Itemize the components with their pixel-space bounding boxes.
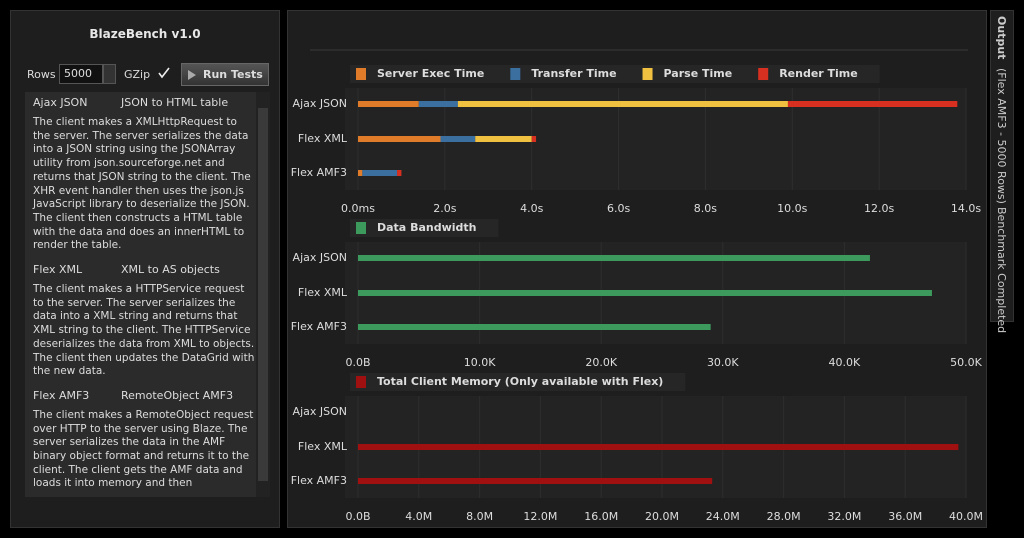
category-label: Ajax JSON <box>293 97 347 110</box>
x-tick-label: 12.0s <box>864 202 894 215</box>
legend-background <box>350 219 499 237</box>
bar <box>362 170 398 176</box>
legend-swatch <box>356 222 366 234</box>
status-title: (Flex AMF3 - 5000 Rows) <box>995 68 1008 204</box>
output-tab[interactable]: Output <box>995 16 1008 60</box>
status: Benchmark Completed <box>995 207 1008 334</box>
category-label: Flex AMF3 <box>291 166 347 179</box>
legend-swatch <box>510 68 521 80</box>
category-label: Flex XML <box>298 286 348 299</box>
bar <box>358 444 959 450</box>
test-header: Flex XML XML to AS objects <box>33 263 257 283</box>
test-name: Ajax JSON <box>33 96 88 109</box>
bar <box>358 324 711 330</box>
category-label: Flex AMF3 <box>291 320 347 333</box>
legend-label: Total Client Memory (Only available with… <box>377 375 663 388</box>
x-tick-label: 8.0s <box>694 202 717 215</box>
test-subtitle: JSON to HTML table <box>121 96 229 109</box>
x-tick-label: 2.0s <box>433 202 456 215</box>
rows-spinner[interactable] <box>103 64 116 84</box>
bar <box>358 170 363 176</box>
bar <box>358 101 419 107</box>
category-label: Ajax JSON <box>293 251 347 264</box>
x-tick-label: 0.0B <box>345 510 370 523</box>
test-name: Flex XML <box>33 263 83 277</box>
x-tick-label: 8.0M <box>466 510 493 523</box>
description-list: Ajax JSON JSON to HTML table The client ma… <box>33 96 257 497</box>
legend-label: Parse Time <box>664 67 733 80</box>
rows-label: Rows <box>27 68 56 81</box>
category-label: Ajax JSON <box>293 405 347 418</box>
x-tick-label: 0.0ms <box>341 202 375 215</box>
bar <box>418 101 458 107</box>
bar <box>787 101 958 107</box>
bar <box>358 478 713 484</box>
legend-swatch <box>356 376 366 388</box>
x-tick-label: 36.0M <box>888 510 922 523</box>
legend-label: Server Exec Time <box>377 67 484 80</box>
bar <box>358 136 441 142</box>
x-tick-label: 4.0s <box>520 202 543 215</box>
x-tick-label: 16.0M <box>584 510 618 523</box>
gzip-check[interactable] <box>157 66 171 80</box>
bar <box>531 136 537 142</box>
x-tick-label: 0.0B <box>345 356 370 369</box>
app-title: BlazeBench v1.0 <box>89 27 201 41</box>
side-tabs <box>990 10 1014 322</box>
test-subtitle: RemoteObject AMF3 <box>121 388 234 402</box>
x-tick-label: 24.0M <box>706 510 740 523</box>
charts: Server Exec Time Transfer Time Parse Time R… <box>291 49 983 523</box>
test-name: Flex AMF3 <box>33 388 90 402</box>
x-tick-label: 20.0K <box>585 356 617 369</box>
category-label: Flex XML <box>298 132 348 145</box>
category-label: Flex XML <box>298 440 348 453</box>
legend-background <box>350 65 880 83</box>
x-tick-label: 12.0M <box>523 510 557 523</box>
legend-swatch <box>642 68 653 80</box>
bar <box>457 101 788 107</box>
bar <box>397 170 402 176</box>
test-subtitle: XML to AS objects <box>121 263 220 277</box>
legend-swatch <box>758 68 769 80</box>
x-tick-label: 30.0K <box>707 356 739 369</box>
test-header: Ajax JSON JSON to HTML table <box>33 96 257 116</box>
test-description: The client makes a XMLHttpRequest to the… <box>33 116 251 252</box>
x-tick-label: 50.0K <box>950 356 982 369</box>
gzip-label: GZip <box>124 68 151 81</box>
rows-input[interactable]: 5000 <box>59 64 103 84</box>
test-description: The client makes a RemoteObject request … <box>33 408 254 490</box>
x-tick-label: 10.0s <box>777 202 807 215</box>
x-tick-label: 40.0M <box>949 510 983 523</box>
x-tick-label: 32.0M <box>827 510 861 523</box>
bar <box>475 136 532 142</box>
legend-label: Data Bandwidth <box>377 221 476 234</box>
test-header: Flex AMF3 RemoteObject AMF3 <box>33 389 257 409</box>
bar <box>440 136 476 142</box>
scroll-thumb[interactable] <box>258 108 268 481</box>
x-tick-label: 28.0M <box>767 510 801 523</box>
x-tick-label: 6.0s <box>607 202 630 215</box>
bar <box>358 255 870 261</box>
x-tick-label: 20.0M <box>645 510 679 523</box>
x-tick-label: 4.0M <box>405 510 432 523</box>
category-label: Flex AMF3 <box>291 474 347 487</box>
run-icon <box>188 70 196 80</box>
test-description: The client makes a HTTPService request t… <box>33 283 255 378</box>
description-box: Ajax JSON JSON to HTML table The client ma… <box>25 92 270 497</box>
legend-background <box>350 373 686 391</box>
legend-label: Render Time <box>779 67 858 80</box>
legend-label: Transfer Time <box>531 67 616 80</box>
x-tick-label: 10.0K <box>464 356 496 369</box>
x-tick-label: 14.0s <box>951 202 981 215</box>
x-tick-label: 40.0K <box>829 356 861 369</box>
run-tests-button[interactable]: Run Tests <box>181 63 269 86</box>
bar <box>358 290 932 296</box>
legend-swatch <box>356 68 366 80</box>
